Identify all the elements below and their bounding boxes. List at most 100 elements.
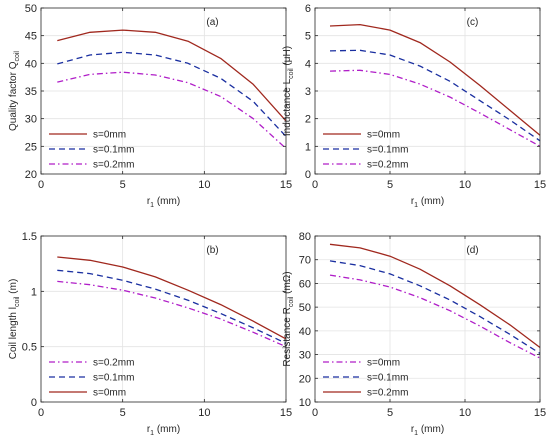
panel-label: (a) bbox=[206, 17, 218, 28]
series-line-d-2 bbox=[329, 243, 541, 349]
legend-entry-b-1: s=0.1mm bbox=[93, 373, 134, 384]
legend-entry-c-1: s=0.1mm bbox=[367, 145, 408, 156]
y-tick-label: 4 bbox=[305, 58, 311, 70]
x-axis-label-main: r bbox=[147, 196, 151, 207]
series-line-c-1 bbox=[329, 49, 541, 142]
y-axis-label-main: Quality factor Q bbox=[8, 61, 19, 131]
series-line-a-0 bbox=[57, 29, 287, 122]
series-line-c-0 bbox=[329, 23, 541, 136]
x-axis-label-unit: (mm) bbox=[154, 424, 180, 435]
legend-entry-b-0: s=0.2mm bbox=[93, 358, 134, 369]
y-tick-label: 1.5 bbox=[22, 231, 37, 243]
y-axis-label-sub: coil bbox=[288, 68, 295, 79]
axes-frame bbox=[40, 235, 287, 403]
y-axis-label-main: Coil length l bbox=[8, 307, 19, 359]
x-tick-label: 0 bbox=[312, 179, 318, 191]
legend-entry-c-0: s=0mm bbox=[367, 130, 400, 141]
series-line-a-1 bbox=[57, 51, 287, 137]
x-tick-label: 5 bbox=[387, 407, 393, 419]
y-tick-label: 1 bbox=[31, 286, 37, 298]
legend-entry-c-2: s=0.2mm bbox=[367, 160, 408, 171]
series-line-c-2 bbox=[329, 69, 541, 147]
x-tick-label: 5 bbox=[120, 179, 126, 191]
x-tick-label: 0 bbox=[38, 179, 44, 191]
x-tick-label: 15 bbox=[534, 179, 546, 191]
y-tick-label: 10 bbox=[299, 397, 311, 409]
x-axis-label-sub: 1 bbox=[150, 202, 154, 209]
y-axis-label: Resistance Rcoil (mΩ) bbox=[282, 271, 295, 366]
y-axis-label-unit: (μH) bbox=[282, 46, 293, 68]
y-tick-label: 40 bbox=[25, 58, 37, 70]
y-tick-label: 0 bbox=[31, 397, 37, 409]
x-tick-label: 10 bbox=[459, 407, 471, 419]
x-axis-label: r1 (mm) bbox=[147, 424, 180, 437]
legend-entry-b-2: s=0mm bbox=[93, 388, 126, 399]
legend-entry-a-1: s=0.1mm bbox=[93, 145, 134, 156]
y-tick-label: 25 bbox=[25, 141, 37, 153]
x-axis-label-unit: (mm) bbox=[418, 424, 444, 435]
x-axis-label: r1 (mm) bbox=[411, 196, 444, 209]
x-tick-label: 15 bbox=[280, 179, 292, 191]
y-tick-label: 35 bbox=[25, 86, 37, 98]
chart-panel-a: 0 5 10 15 20 25 30 35 40 45 50 r1 (mm) Quality facto… bbox=[8, 3, 292, 209]
y-axis-label-main: Inductance L bbox=[282, 78, 293, 136]
x-axis-label-sub: 1 bbox=[150, 430, 154, 437]
y-axis-label: Inductance Lcoil (μH) bbox=[282, 46, 295, 136]
y-axis-label: Coil length lcoil (m) bbox=[8, 279, 21, 360]
x-tick-label: 5 bbox=[387, 179, 393, 191]
x-axis-label: r1 (mm) bbox=[147, 196, 180, 209]
x-tick-label: 10 bbox=[459, 179, 471, 191]
legend-entry-a-0: s=0mm bbox=[93, 130, 126, 141]
x-tick-label: 15 bbox=[280, 407, 292, 419]
legend-entry-d-2: s=0.2mm bbox=[367, 388, 408, 399]
x-axis-label-main: r bbox=[147, 424, 151, 435]
x-tick-label: 5 bbox=[120, 407, 126, 419]
y-tick-label: 70 bbox=[299, 255, 311, 267]
plot-area bbox=[41, 236, 286, 402]
x-axis-label-sub: 1 bbox=[414, 430, 418, 437]
y-tick-label: 0 bbox=[305, 169, 311, 181]
y-tick-label: 0.5 bbox=[22, 342, 37, 354]
y-tick-label: 80 bbox=[299, 231, 311, 243]
series-line-d-0 bbox=[329, 274, 541, 359]
y-tick-label: 30 bbox=[25, 114, 37, 126]
y-tick-label: 5 bbox=[305, 31, 311, 43]
y-tick-label: 40 bbox=[299, 326, 311, 338]
y-axis-label-main: Resistance R bbox=[282, 307, 293, 366]
legend-entry-a-2: s=0.2mm bbox=[93, 160, 134, 171]
y-tick-label: 20 bbox=[299, 373, 311, 385]
y-tick-label: 50 bbox=[25, 3, 37, 15]
legend-entry-d-0: s=0mm bbox=[367, 358, 400, 369]
axes-frame bbox=[314, 235, 541, 403]
y-axis-label-sub: coil bbox=[14, 296, 21, 307]
panel-label: (d) bbox=[466, 245, 478, 256]
y-axis-label-sub: coil bbox=[288, 296, 295, 307]
y-tick-label: 3 bbox=[305, 86, 311, 98]
y-axis-label: Quality factor Qcoil bbox=[8, 51, 21, 131]
plot-area bbox=[315, 236, 540, 402]
y-tick-label: 2 bbox=[305, 114, 311, 126]
x-axis-label-sub: 1 bbox=[414, 202, 418, 209]
x-tick-label: 10 bbox=[198, 179, 210, 191]
y-tick-label: 1 bbox=[305, 141, 311, 153]
x-axis-label-main: r bbox=[411, 424, 415, 435]
panel-label: (b) bbox=[206, 245, 218, 256]
x-tick-label: 15 bbox=[534, 407, 546, 419]
y-axis-label-unit: (m) bbox=[8, 279, 19, 297]
chart-panel-d: 0 5 10 15 10 20 30 40 50 60 70 80 r1 (mm) Resistance … bbox=[282, 231, 546, 437]
y-tick-label: 30 bbox=[299, 350, 311, 362]
x-axis-label: r1 (mm) bbox=[411, 424, 444, 437]
series-line-d-1 bbox=[329, 260, 541, 354]
y-tick-label: 50 bbox=[299, 302, 311, 314]
panel-label: (c) bbox=[467, 17, 479, 28]
y-axis-label-unit: (mΩ) bbox=[282, 271, 293, 296]
x-tick-label: 0 bbox=[38, 407, 44, 419]
x-axis-label-main: r bbox=[411, 196, 415, 207]
legend-entry-d-1: s=0.1mm bbox=[367, 373, 408, 384]
x-axis-label-unit: (mm) bbox=[154, 196, 180, 207]
x-tick-label: 0 bbox=[312, 407, 318, 419]
y-tick-label: 60 bbox=[299, 278, 311, 290]
